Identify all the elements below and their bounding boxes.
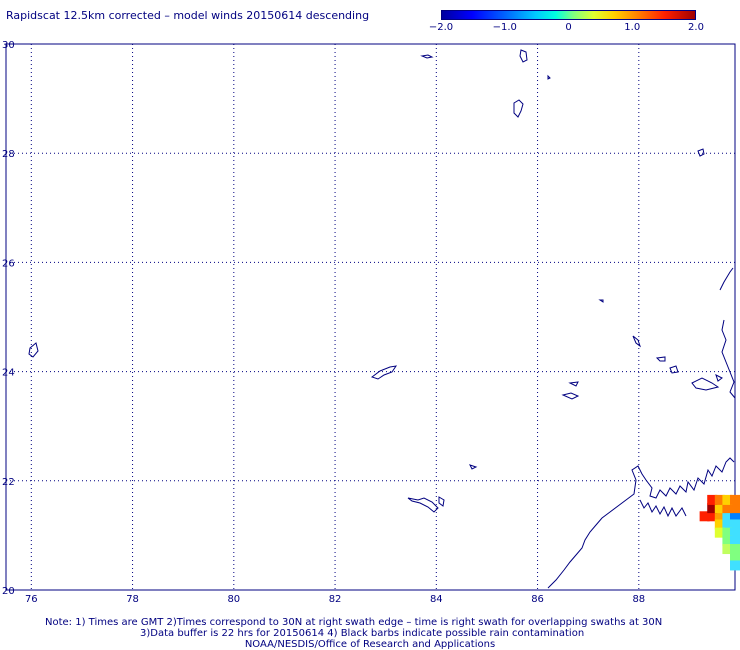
x-tick-label: 88 [632, 594, 645, 605]
wind-cell [707, 511, 718, 522]
note-line-3: NOAA/NESDIS/Office of Research and Appli… [244, 639, 496, 650]
island-outline [407, 497, 439, 513]
plot-frame [5, 43, 736, 591]
island-outline [513, 99, 524, 118]
coastline-east [719, 267, 736, 399]
y-tick-label: 26 [2, 258, 15, 269]
island-outline [655, 356, 666, 362]
wind-cell [730, 511, 740, 522]
note-line-2: 3)Data buffer is 22 hrs for 20150614 4) … [140, 628, 585, 639]
island-outline [420, 54, 434, 59]
wind-cell [730, 552, 740, 563]
island-outline [697, 148, 705, 157]
x-tick-label: 76 [25, 594, 38, 605]
map-title: Rapidscat 12.5km corrected – model winds… [6, 9, 370, 22]
wind-cell [730, 494, 740, 505]
island-outline [598, 299, 604, 303]
wind-cell [707, 494, 718, 505]
x-tick-label: 86 [531, 594, 544, 605]
y-tick-label: 24 [2, 368, 15, 379]
island-outline [469, 464, 478, 470]
island-outline [568, 381, 579, 387]
wind-cell [699, 511, 710, 522]
wind-cell [722, 511, 733, 522]
wind-cell [707, 503, 718, 514]
wind-cell [722, 535, 733, 546]
y-tick-label: 20 [2, 586, 15, 597]
y-tick-label: 30 [2, 40, 15, 51]
colorbar-tick-label: 2.0 [688, 22, 704, 33]
x-tick-label: 78 [126, 594, 139, 605]
wind-cell [722, 494, 733, 505]
x-tick-label: 82 [329, 594, 342, 605]
delta-outline [639, 499, 687, 518]
wind-cell [722, 519, 733, 530]
island-outline [28, 342, 39, 358]
wind-cell [730, 503, 740, 514]
island-outline [691, 377, 720, 391]
colorbar-tick-label: 0 [565, 22, 572, 33]
wind-cell [730, 560, 740, 571]
colorbar-tick-label: −1.0 [492, 22, 517, 33]
island-outline [370, 365, 398, 380]
x-tick-label: 80 [227, 594, 240, 605]
island-outline [715, 374, 723, 382]
wind-cell [730, 527, 740, 538]
island-outline [519, 49, 528, 63]
y-tick-label: 22 [2, 477, 15, 488]
x-tick-label: 84 [430, 594, 443, 605]
colorbar [441, 10, 696, 20]
wind-cell [714, 527, 725, 538]
wind-cell [714, 511, 725, 522]
note-line-1: Note: 1) Times are GMT 2)Times correspon… [45, 617, 663, 628]
y-tick-label: 28 [2, 149, 15, 160]
island-outline [561, 392, 580, 400]
wind-cell [730, 535, 740, 546]
wind-cell [730, 544, 740, 555]
colorbar-tick-label: −2.0 [428, 22, 454, 33]
wind-cell [714, 519, 725, 530]
wind-cell [730, 519, 740, 530]
wind-cell [722, 503, 733, 514]
wind-cell [714, 503, 725, 514]
wind-cell [722, 527, 733, 538]
coastline-bay-of-bengal [547, 457, 735, 589]
island-outline [669, 365, 679, 374]
island-outline [438, 496, 445, 507]
wind-cell [722, 544, 733, 555]
island-outline [632, 335, 641, 348]
wind-cell [714, 494, 725, 505]
island-outline [547, 74, 551, 80]
colorbar-tick-label: 1.0 [624, 22, 641, 33]
